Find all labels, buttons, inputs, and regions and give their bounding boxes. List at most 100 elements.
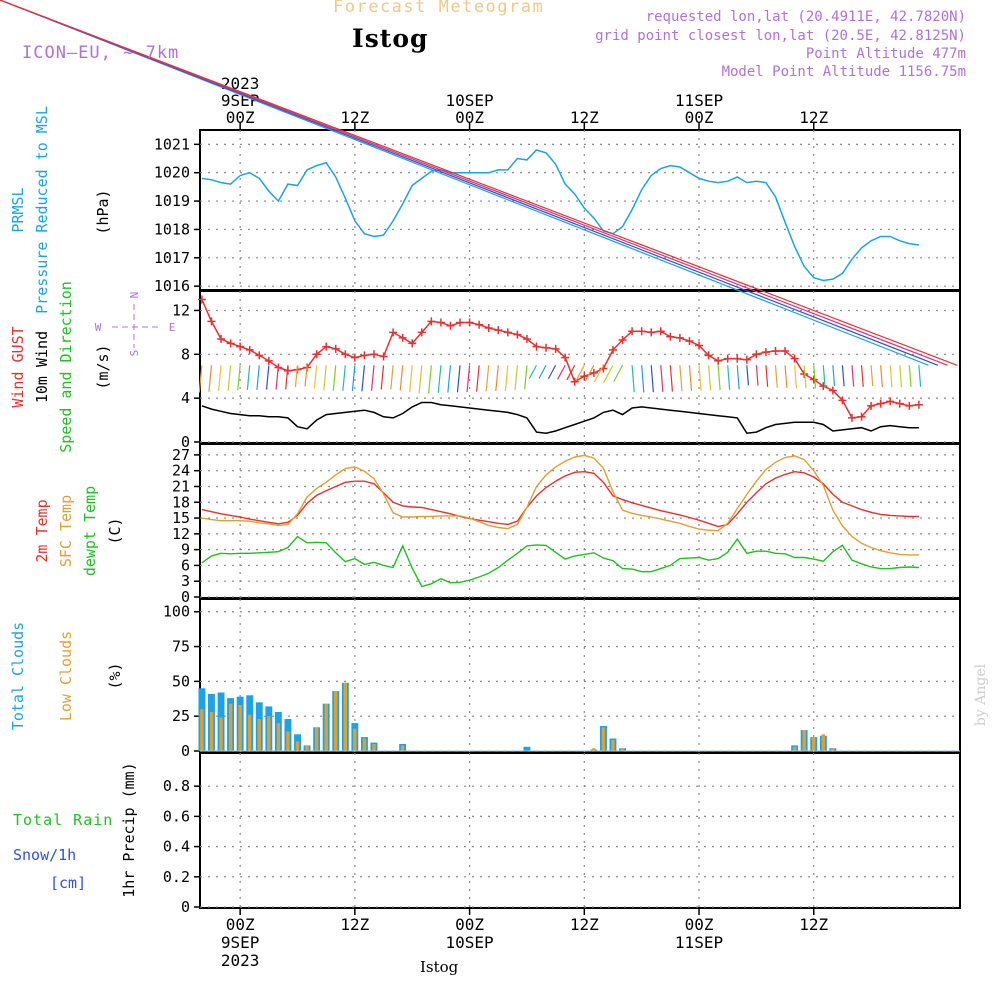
gust-series-line	[201, 299, 919, 419]
wind-direction-arrow	[237, 365, 241, 391]
gust-marker	[350, 353, 359, 362]
gust-marker	[847, 413, 856, 422]
wind-direction-arrow	[361, 365, 366, 392]
gust-marker	[217, 334, 226, 343]
wind-direction-arrow	[660, 365, 664, 392]
total-clouds-label: Total Clouds	[9, 622, 27, 730]
low-cloud-bar	[295, 741, 300, 751]
gust-marker	[752, 350, 761, 359]
wind-direction-arrow	[514, 365, 518, 391]
gust-marker	[389, 328, 398, 337]
y-tick-label: 24	[172, 462, 190, 480]
y-tick-label: 0	[181, 588, 190, 606]
gust-marker	[522, 334, 531, 343]
low-cloud-bar	[334, 691, 338, 751]
y-tick-label: 21	[172, 477, 190, 495]
top-time-label: 00Z	[455, 108, 484, 127]
gust-marker	[494, 326, 503, 335]
gust-marker	[761, 348, 770, 357]
low-clouds-label: Low Clouds	[57, 631, 75, 721]
wind-direction-arrow	[294, 365, 299, 388]
wind-direction-arrow	[304, 365, 308, 387]
wind-direction-arrow	[380, 365, 385, 390]
gust-marker	[379, 352, 388, 361]
point-altitude: Point Altitude 477m	[805, 46, 966, 62]
wind-direction-arrow	[899, 365, 903, 388]
wind-direction-arrow	[495, 365, 499, 392]
wind-direction-arrow	[198, 365, 203, 393]
wind-direction-arrow	[323, 365, 327, 391]
wind-direction-arrow	[566, 364, 576, 381]
wind-direction-arrow	[437, 365, 442, 393]
temperature-series-0	[201, 470, 919, 528]
gust-marker	[312, 350, 321, 359]
wind-direction-arrow	[707, 365, 712, 391]
wind-direction-arrow	[265, 365, 270, 390]
wind-direction-arrow	[428, 365, 432, 394]
panel-frame-pressure	[199, 129, 961, 291]
y-tick-label: 0	[181, 742, 190, 760]
wind-direction-arrow	[755, 365, 759, 386]
wind-direction-arrow	[0, 0, 958, 366]
low-cloud-bar	[620, 748, 625, 751]
wind-direction-arrow	[688, 365, 693, 392]
wind-direction-arrow	[456, 365, 461, 393]
gust-marker	[245, 345, 254, 354]
gust-marker	[436, 318, 445, 327]
gust-marker	[360, 351, 369, 360]
y-tick-label: 15	[172, 509, 190, 527]
wind-direction-arrow	[524, 365, 528, 390]
low-cloud-bar	[362, 738, 367, 751]
low-cloud-bar	[286, 731, 290, 751]
gust-marker	[580, 372, 589, 381]
gust-marker	[369, 350, 378, 359]
wind-direction-arrow	[889, 365, 893, 388]
y-tick-label: 1018	[154, 220, 190, 238]
snow-label: Snow/1h	[13, 846, 76, 864]
gridpoint-coordinates: grid point closest lon,lat (20.5E, 42.81…	[595, 28, 966, 44]
gust-marker	[876, 399, 885, 408]
low-cloud-bar	[305, 745, 309, 751]
wind-direction-arrow	[342, 365, 346, 391]
location-title: Istog	[352, 24, 429, 53]
y-tick-label: 9	[181, 541, 190, 559]
y-tick-label: 0	[181, 433, 190, 451]
wind-direction-arrow	[418, 365, 423, 394]
wind-unit-label: (m/s)	[94, 344, 112, 389]
wind-direction-arrow	[351, 365, 356, 392]
wind-direction-arrow	[650, 365, 654, 393]
model-point-altitude: Model Point Altitude 1156.75m	[721, 64, 966, 80]
wind-direction-arrow	[727, 365, 731, 390]
wind-direction-arrow	[476, 365, 480, 392]
y-tick-label: 1021	[154, 135, 190, 153]
footer-location: Istog	[420, 958, 459, 976]
compass-east-label: E	[169, 321, 176, 334]
wind-direction-arrow	[698, 365, 702, 391]
wind-direction-arrow	[447, 365, 452, 393]
gust-marker	[264, 356, 273, 365]
low-cloud-bar	[792, 746, 797, 751]
wind-direction-arrow	[794, 365, 798, 389]
low-cloud-bar	[831, 748, 835, 751]
snow-unit-label: [cm]	[50, 874, 86, 892]
wind-direction-arrow	[908, 365, 912, 387]
y-tick-label: 3	[181, 572, 190, 590]
gust-marker	[408, 339, 417, 348]
wind-direction-arrow	[409, 365, 413, 393]
gust-marker	[771, 347, 780, 356]
wind-direction-arrow	[822, 365, 826, 388]
y-tick-label: 100	[163, 603, 190, 621]
wind-direction-arrow	[557, 364, 566, 380]
wind-direction-arrow	[256, 365, 260, 390]
wind-direction-arrow	[575, 364, 585, 381]
model-name: ICON—EU, ~ 7km	[22, 43, 180, 63]
pressure-label-prmsl: PRMSL	[9, 187, 27, 232]
gust-marker	[828, 386, 837, 395]
y-tick-label: 50	[172, 672, 190, 690]
gust-marker	[446, 321, 455, 330]
wind-direction-arrow	[313, 365, 318, 389]
low-cloud-bar	[276, 723, 281, 751]
wind-direction-arrow	[746, 365, 750, 386]
y-tick-label: 4	[181, 389, 190, 407]
y-tick-label: 0.6	[163, 807, 190, 825]
